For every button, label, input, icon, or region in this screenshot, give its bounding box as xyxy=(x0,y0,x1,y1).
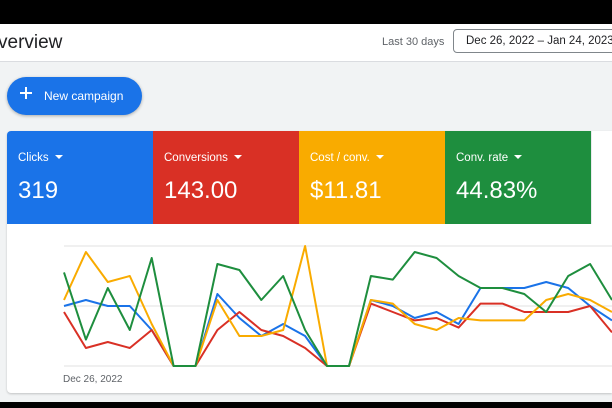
series-line-0 xyxy=(63,281,612,367)
metric-label-conversions: Conversions xyxy=(164,152,242,164)
performance-card: Clicks 319 Conversions 143.00 Cost / con… xyxy=(7,131,612,393)
metric-tile-conv-rate[interactable]: Conv. rate 44.83% xyxy=(445,131,591,224)
metric-tile-cost-per-conv[interactable]: Cost / conv. $11.81 xyxy=(299,131,445,224)
plus-icon xyxy=(20,87,32,99)
metric-value-conv-rate: 44.83% xyxy=(456,177,538,204)
chart-lines xyxy=(63,245,612,367)
performance-chart xyxy=(63,245,612,367)
page-title: verview xyxy=(0,32,63,53)
metric-label-conv-rate: Conv. rate xyxy=(456,152,523,164)
metric-label-cost-per-conv: Cost / conv. xyxy=(310,152,384,164)
metric-value-clicks: 319 xyxy=(18,177,59,204)
bottom-strip xyxy=(0,402,612,408)
metric-tile-empty[interactable] xyxy=(591,131,612,224)
caret-down-icon xyxy=(514,155,523,159)
metric-value-conversions: 143.00 xyxy=(164,177,238,204)
metric-tile-conversions[interactable]: Conversions 143.00 xyxy=(153,131,299,224)
metric-value-cost-per-conv: $11.81 xyxy=(310,177,382,204)
top-bar: verview Last 30 days Dec 26, 2022 – Jan … xyxy=(0,24,612,62)
date-range-value: Dec 26, 2022 – Jan 24, 2023 xyxy=(466,35,612,47)
series-line-3 xyxy=(63,251,612,367)
new-campaign-label: New campaign xyxy=(44,89,124,103)
new-campaign-button[interactable]: New campaign xyxy=(7,77,142,115)
metric-tile-clicks[interactable]: Clicks 319 xyxy=(7,131,153,224)
caret-down-icon xyxy=(54,155,63,159)
app-window: verview Last 30 days Dec 26, 2022 – Jan … xyxy=(0,24,612,402)
date-range-picker[interactable]: Dec 26, 2022 – Jan 24, 2023 xyxy=(453,29,612,53)
chart-grid xyxy=(64,245,612,367)
date-range-label: Last 30 days xyxy=(382,36,445,48)
caret-down-icon xyxy=(233,155,242,159)
caret-down-icon xyxy=(375,155,384,159)
metric-label-clicks: Clicks xyxy=(18,152,63,164)
x-axis-start-label: Dec 26, 2022 xyxy=(63,374,123,385)
